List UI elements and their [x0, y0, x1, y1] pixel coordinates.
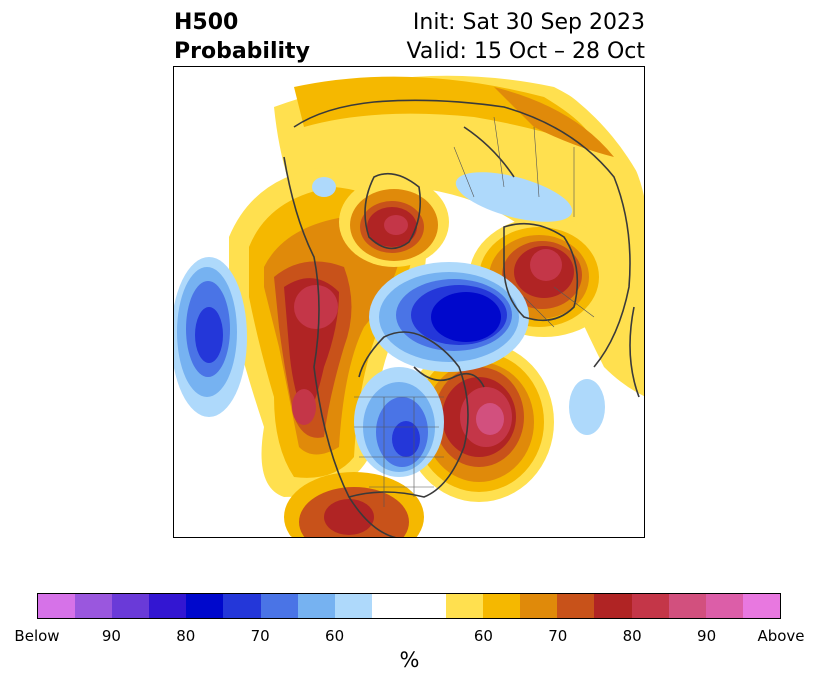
- colorbar-tick-label: 70: [548, 627, 568, 645]
- colorbar-segment: [594, 594, 632, 618]
- valid-range: Valid: 15 Oct – 28 Oct: [406, 39, 645, 64]
- colorbar-segment: [186, 594, 224, 618]
- variable-title: H500: [174, 10, 239, 35]
- colorbar-segment: [112, 594, 150, 618]
- colorbar: [37, 593, 781, 619]
- colorbar-segment: [705, 594, 743, 618]
- colorbar-segment: [297, 594, 335, 618]
- probability-map: [173, 66, 645, 538]
- borders: [354, 116, 595, 507]
- colorbar-segment: [75, 594, 113, 618]
- colorbar-tick-label: 80: [176, 627, 196, 645]
- colorbar-segment: [149, 594, 187, 618]
- colorbar-segment: [668, 594, 706, 618]
- colorbar-segment: [38, 594, 76, 618]
- colorbar-tick-label: Above: [757, 627, 805, 645]
- variable-subtitle: Probability: [174, 39, 310, 64]
- map-svg: [174, 75, 644, 537]
- colorbar-tick-label: 90: [101, 627, 121, 645]
- colorbar-segment: [223, 594, 261, 618]
- colorbar-segment: [520, 594, 558, 618]
- colorbar-segment: [371, 594, 409, 618]
- colorbar-segment: [260, 594, 298, 618]
- colorbar-tick-label: Below: [14, 627, 60, 645]
- colorbar-tick-label: 70: [250, 627, 270, 645]
- colorbar-segment: [334, 594, 372, 618]
- coastlines: [283, 99, 640, 537]
- colorbar-tick-label: 60: [325, 627, 345, 645]
- colorbar-unit-label: %: [399, 648, 420, 672]
- colorbar-tick-label: 80: [622, 627, 642, 645]
- colorbar-segment: [631, 594, 669, 618]
- init-date: Init: Sat 30 Sep 2023: [412, 10, 645, 35]
- colorbar-segment: [446, 594, 484, 618]
- colorbar-segment: [408, 594, 447, 618]
- colorbar-tick-label: 90: [697, 627, 717, 645]
- colorbar-ticks: Below 90 80 70 60 60 70 80 90 Above: [0, 627, 819, 647]
- probability-shading: [174, 75, 644, 537]
- colorbar-segment: [483, 594, 521, 618]
- title-right: Init: Sat 30 Sep 2023 Valid: 15 Oct – 28…: [407, 8, 645, 66]
- title-left: H500 Probability: [174, 8, 310, 66]
- colorbar-segment: [742, 594, 780, 618]
- colorbar-tick-label: 60: [473, 627, 493, 645]
- colorbar-segment: [557, 594, 595, 618]
